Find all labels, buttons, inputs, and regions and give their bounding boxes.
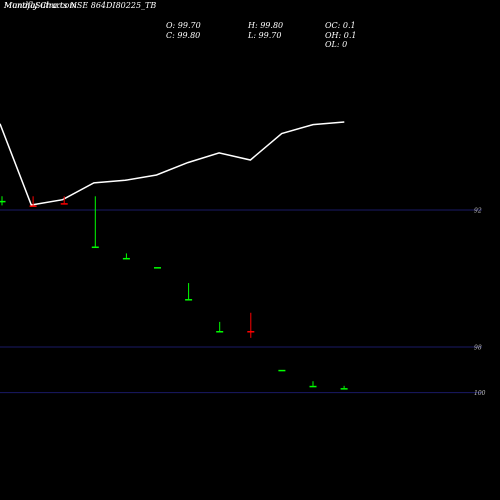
candle-grid: 92 98 100 [0,208,486,397]
candle-body-down [60,203,68,205]
ohlc-low: L: 99.70 [248,31,282,40]
site-watermark: MunafaSutra.com [4,1,77,10]
candle-body-up [309,385,317,388]
ohlc-high: H: 99.80 [248,21,284,30]
candle-body-down [29,205,37,207]
candle [0,196,6,206]
candlestick-chart [0,196,348,390]
candle-body-up [278,369,286,372]
chart-title: Monthly Charts NSE 864DI80225_TB [4,1,157,10]
ohlc-oh: OH: 0.1 [325,31,357,40]
candle [91,196,99,249]
candle-body-up [340,388,348,390]
candle-body-up [0,200,6,203]
ohlc-close: C: 99.80 [166,31,201,40]
ohlc-oc: OC: 0.1 [325,21,356,30]
y-tick-label: 100 [474,390,486,397]
y-tick-label: 92 [474,208,482,215]
ohlc-ol: OL: 0 [325,40,348,49]
candle [122,253,130,260]
candle [340,385,348,390]
candle-body-up [122,257,130,260]
candle-body-down [247,331,255,333]
ohlc-open: O: 99.70 [166,21,201,30]
candle [216,321,224,333]
line-chart [0,121,345,206]
y-tick-label: 98 [474,345,482,352]
candle [154,267,161,269]
candle [309,381,317,388]
candle-body-up [154,267,161,269]
candle-body-up [91,246,99,249]
candle [278,369,286,372]
candle-body-up [216,331,224,333]
candle-body-up [185,299,193,301]
price-line [0,121,345,206]
candle [247,312,255,338]
candle [60,196,68,205]
candle [185,283,193,301]
candle [29,196,37,207]
